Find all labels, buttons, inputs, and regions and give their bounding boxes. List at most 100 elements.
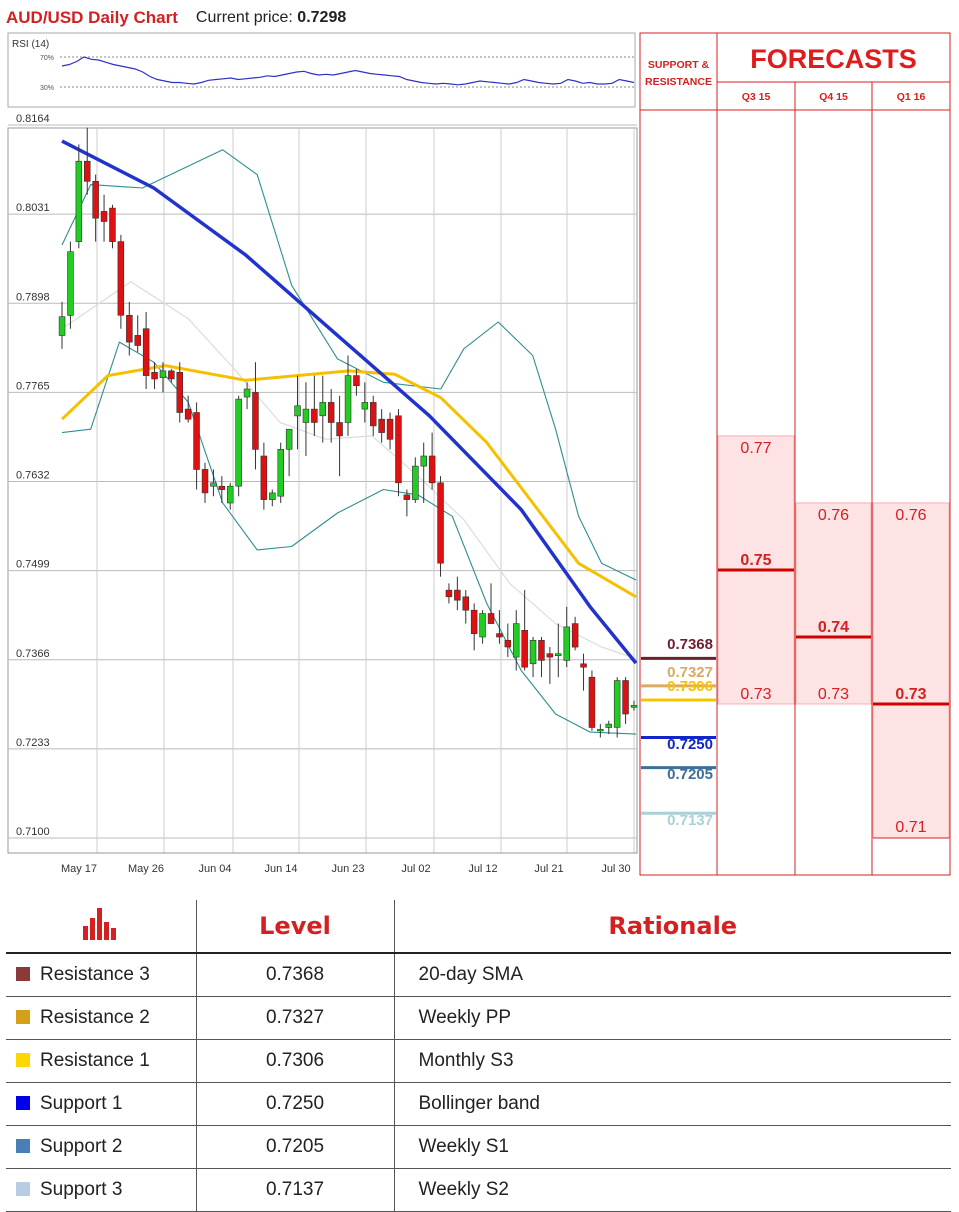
forecast-column: 0.76 0.74 0.73 xyxy=(795,502,872,705)
levels-table-wrap: Level Rationale Resistance 3 0.7368 20-day… xyxy=(6,900,951,1212)
level-name-cell: Resistance 3 xyxy=(6,953,196,997)
level-color-swatch xyxy=(16,1182,30,1196)
level-rationale: Bollinger band xyxy=(393,1082,951,1126)
candle xyxy=(454,576,461,611)
candle xyxy=(134,315,142,353)
candle xyxy=(479,610,486,644)
rsi-label: RSI (14) xyxy=(12,39,49,50)
table-header-rationale: Rationale xyxy=(393,900,951,954)
sr-header-line2: RESISTANCE xyxy=(645,76,712,88)
level-name-cell: Support 2 xyxy=(6,1125,196,1169)
forecast-low-label: 0.71 xyxy=(895,819,926,836)
sr-level-label: 0.7137 xyxy=(667,812,713,829)
forecast-mid-label: 0.73 xyxy=(895,686,926,703)
candle xyxy=(630,700,638,711)
candle xyxy=(294,375,301,450)
candle xyxy=(126,301,133,356)
y-tick-label: 0.7233 xyxy=(16,737,50,749)
x-tick-label: Jul 30 xyxy=(601,863,630,875)
candle xyxy=(428,432,436,490)
sr-level-label: 0.7368 xyxy=(667,636,713,653)
level-name: Resistance 2 xyxy=(40,1007,150,1028)
price-plot-frame xyxy=(7,127,638,854)
level-value: 0.7250 xyxy=(195,1082,394,1126)
candle xyxy=(554,623,562,678)
forecast-quarter-label: Q3 15 xyxy=(742,91,771,103)
table-icon-cell xyxy=(6,900,196,954)
levels-table: Level Rationale Resistance 3 0.7368 20-day… xyxy=(6,900,951,1212)
level-value: 0.7368 xyxy=(195,953,394,997)
candle xyxy=(420,442,427,503)
sr-header-line1: SUPPORT & xyxy=(648,59,710,71)
candle xyxy=(622,677,629,725)
candle xyxy=(311,375,318,436)
candle xyxy=(75,144,83,249)
sr-level-label: 0.7250 xyxy=(667,736,713,753)
forecast-mid-label: 0.74 xyxy=(818,619,849,636)
level-color-swatch xyxy=(16,1096,30,1110)
level-rationale: Weekly PP xyxy=(393,996,951,1040)
candle xyxy=(605,720,612,735)
current-price: Current price: 0.7298 xyxy=(196,9,346,27)
level-value: 0.7205 xyxy=(195,1125,394,1169)
sr-level-label: 0.7306 xyxy=(667,678,713,695)
y-tick-label: 0.7366 xyxy=(16,648,50,660)
level-rationale: Weekly S1 xyxy=(393,1125,951,1169)
x-tick-label: Jun 04 xyxy=(198,863,231,875)
candle xyxy=(353,368,360,396)
level-value: 0.7137 xyxy=(195,1168,394,1212)
candle xyxy=(269,489,276,507)
y-tick-label: 0.7898 xyxy=(16,291,50,303)
x-tick-label: Jun 23 xyxy=(331,863,364,875)
candle xyxy=(117,234,125,329)
bollinger-lower-line xyxy=(61,341,637,735)
candle xyxy=(201,462,209,503)
price-chart: 0.8164 0.8031 0.7898 0.7765 0.7632 0.7499 0.73… xyxy=(7,113,638,875)
candle xyxy=(184,395,192,423)
x-tick-label: Jul 12 xyxy=(468,863,497,875)
sr-frame xyxy=(639,32,718,876)
y-tick-label: 0.8164 xyxy=(16,113,50,125)
candle xyxy=(235,395,242,497)
candle xyxy=(395,409,402,497)
level-name: Support 3 xyxy=(40,1179,123,1200)
candle xyxy=(496,610,503,644)
chart-header: AUD/USD Daily Chart Current price: 0.729… xyxy=(6,6,346,30)
candle xyxy=(462,590,469,624)
rsi-level-label: 30% xyxy=(40,85,54,92)
forecast-column: 0.77 0.75 0.73 xyxy=(717,435,795,705)
x-tick-label: Jun 14 xyxy=(264,863,297,875)
bar-chart-icon xyxy=(82,908,116,940)
candle xyxy=(580,653,587,691)
forecasts-title: FORECASTS xyxy=(750,44,917,74)
sr-level-label: 0.7205 xyxy=(667,766,713,783)
level-name: Resistance 3 xyxy=(40,964,150,985)
candle xyxy=(487,583,495,624)
candle xyxy=(563,606,570,668)
y-tick-label: 0.7632 xyxy=(16,470,50,482)
bollinger-middle-line xyxy=(61,281,637,659)
candle xyxy=(67,241,74,329)
candle xyxy=(336,395,343,477)
x-tick-label: Jul 02 xyxy=(401,863,430,875)
rsi-level-label: 70% xyxy=(40,55,54,62)
rsi-line xyxy=(61,56,635,86)
y-tick-label: 0.7765 xyxy=(16,380,50,392)
chart-title: AUD/USD Daily Chart xyxy=(6,8,178,27)
candle xyxy=(369,395,377,436)
table-row: Resistance 1 0.7306 Monthly S3 xyxy=(6,1039,951,1083)
rsi-panel: RSI (14) 70% 30% xyxy=(7,32,636,108)
table-row: Resistance 3 0.7368 20-day SMA xyxy=(6,953,951,997)
forecast-low-label: 0.73 xyxy=(740,686,771,703)
y-tick-label: 0.7100 xyxy=(16,826,50,838)
candle xyxy=(529,636,537,678)
x-tick-label: Jul 21 xyxy=(534,863,563,875)
candle xyxy=(109,204,116,249)
candle xyxy=(100,194,108,242)
candle xyxy=(168,368,175,383)
candle xyxy=(302,382,310,457)
level-color-swatch xyxy=(16,1053,30,1067)
level-name: Support 1 xyxy=(40,1093,123,1114)
forecast-quarter-label: Q1 16 xyxy=(897,91,926,103)
